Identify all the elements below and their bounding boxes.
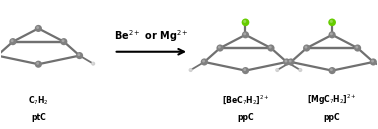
Ellipse shape xyxy=(242,31,249,38)
Ellipse shape xyxy=(189,69,191,70)
Ellipse shape xyxy=(242,67,249,74)
Ellipse shape xyxy=(243,68,246,71)
Text: Be$^{2+}$ or Mg$^{2+}$: Be$^{2+}$ or Mg$^{2+}$ xyxy=(114,28,189,44)
Ellipse shape xyxy=(77,53,80,56)
Ellipse shape xyxy=(9,38,17,45)
Ellipse shape xyxy=(289,60,292,63)
Ellipse shape xyxy=(269,46,272,49)
Ellipse shape xyxy=(201,58,208,66)
Ellipse shape xyxy=(35,25,42,32)
Ellipse shape xyxy=(60,38,67,45)
Text: [MgC$_7$H$_2$]$^{2+}$: [MgC$_7$H$_2$]$^{2+}$ xyxy=(307,92,357,107)
Ellipse shape xyxy=(243,20,246,23)
Ellipse shape xyxy=(62,39,65,42)
Ellipse shape xyxy=(76,52,83,59)
Ellipse shape xyxy=(36,62,39,65)
Ellipse shape xyxy=(328,31,336,38)
Ellipse shape xyxy=(11,39,14,42)
Ellipse shape xyxy=(298,68,302,72)
Ellipse shape xyxy=(330,20,333,23)
Ellipse shape xyxy=(243,33,246,35)
Ellipse shape xyxy=(217,45,224,52)
Ellipse shape xyxy=(242,19,249,26)
Ellipse shape xyxy=(287,58,294,66)
Ellipse shape xyxy=(91,62,95,66)
Ellipse shape xyxy=(330,33,333,35)
Ellipse shape xyxy=(370,58,377,66)
Text: ppC: ppC xyxy=(237,113,254,122)
Ellipse shape xyxy=(218,46,221,49)
Ellipse shape xyxy=(276,69,278,70)
Ellipse shape xyxy=(299,69,301,70)
Ellipse shape xyxy=(285,60,287,63)
Text: ptC: ptC xyxy=(31,113,46,122)
Ellipse shape xyxy=(92,62,94,64)
Ellipse shape xyxy=(202,60,205,63)
Ellipse shape xyxy=(371,60,374,63)
Ellipse shape xyxy=(36,26,39,29)
Ellipse shape xyxy=(267,45,274,52)
Ellipse shape xyxy=(328,67,336,74)
Ellipse shape xyxy=(275,68,279,72)
Ellipse shape xyxy=(303,45,310,52)
Text: ppC: ppC xyxy=(324,113,341,122)
Ellipse shape xyxy=(283,58,290,66)
Ellipse shape xyxy=(330,68,333,71)
Ellipse shape xyxy=(328,19,336,26)
Ellipse shape xyxy=(35,61,42,68)
Ellipse shape xyxy=(0,52,1,59)
Text: C$_7$H$_2$: C$_7$H$_2$ xyxy=(28,94,49,107)
Text: [BeC$_7$H$_2$]$^{2+}$: [BeC$_7$H$_2$]$^{2+}$ xyxy=(222,93,270,107)
Ellipse shape xyxy=(189,68,193,72)
Ellipse shape xyxy=(305,46,307,49)
Ellipse shape xyxy=(355,46,358,49)
Ellipse shape xyxy=(354,45,361,52)
